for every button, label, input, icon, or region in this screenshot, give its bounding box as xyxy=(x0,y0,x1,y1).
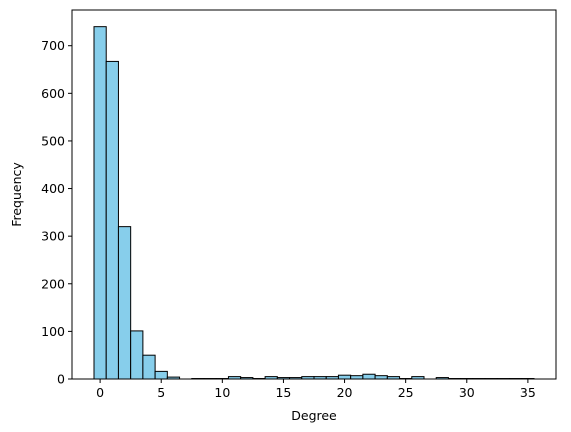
y-tick-label: 400 xyxy=(41,181,65,196)
histogram-bar-4 xyxy=(142,354,156,380)
histogram-bar-20 xyxy=(337,374,352,380)
x-tick-label: 10 xyxy=(214,385,230,400)
y-tick-label: 0 xyxy=(57,372,65,387)
y-tick-label: 600 xyxy=(41,86,65,101)
y-tick-label: 500 xyxy=(41,133,65,148)
histogram-bar-0 xyxy=(93,26,107,380)
y-axis-ticks: 0 100 200 300 400 500 600 700 xyxy=(41,38,72,387)
histogram-bar-2 xyxy=(117,226,132,380)
histogram-bar-22 xyxy=(362,373,376,380)
plot-frame xyxy=(71,9,557,380)
x-axis-label: Degree xyxy=(291,408,337,423)
histogram-bar-1 xyxy=(105,60,119,380)
histogram-bar-3 xyxy=(130,330,144,380)
y-tick-label: 700 xyxy=(41,38,65,53)
x-tick-label: 15 xyxy=(275,385,291,400)
y-tick-label: 300 xyxy=(41,229,65,244)
x-tick-label: 0 xyxy=(96,385,104,400)
x-tick-label: 20 xyxy=(337,385,353,400)
y-tick-label: 200 xyxy=(41,276,65,291)
x-tick-label: 35 xyxy=(520,385,536,400)
bars-group xyxy=(93,26,535,380)
x-tick-label: 25 xyxy=(398,385,414,400)
y-tick-label: 100 xyxy=(41,324,65,339)
y-axis-label: Frequency xyxy=(9,162,24,227)
x-tick-label: 5 xyxy=(157,385,165,400)
x-axis-ticks: 0 5 10 15 20 25 30 35 xyxy=(96,379,536,400)
histogram-bar-5 xyxy=(154,370,168,380)
x-tick-label: 30 xyxy=(459,385,475,400)
